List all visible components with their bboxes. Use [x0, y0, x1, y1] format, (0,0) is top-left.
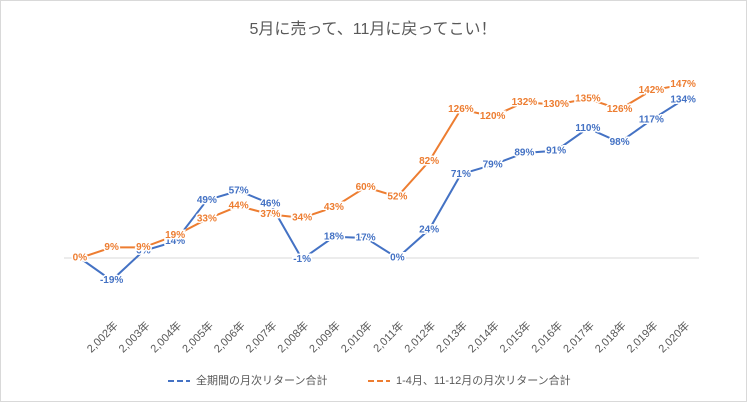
- data-label: 52%: [387, 191, 407, 202]
- data-label: 89%: [514, 148, 534, 159]
- data-label: 46%: [260, 198, 280, 209]
- data-label: 17%: [356, 233, 376, 244]
- data-label: 126%: [448, 104, 474, 115]
- data-label: 43%: [324, 202, 344, 213]
- data-label: 19%: [165, 230, 185, 241]
- data-label: 34%: [292, 213, 312, 224]
- data-label: 44%: [229, 201, 249, 212]
- data-label: 0%: [73, 253, 88, 264]
- data-label: 0%: [390, 253, 405, 264]
- data-label: 110%: [575, 123, 600, 134]
- data-label: 57%: [229, 185, 249, 196]
- data-label: 24%: [419, 224, 439, 235]
- data-label: 9%: [136, 242, 151, 253]
- data-label: 142%: [639, 85, 665, 96]
- data-label: 37%: [260, 209, 280, 220]
- series-line: [79, 83, 684, 259]
- data-label: 9%: [104, 242, 119, 253]
- legend-label: 全期間の月次リターン合計: [196, 373, 327, 387]
- data-label: -1%: [293, 254, 311, 265]
- data-label: -19%: [100, 275, 123, 286]
- data-label: 79%: [483, 159, 503, 170]
- data-label: 117%: [639, 115, 664, 126]
- data-label: 82%: [419, 156, 439, 167]
- data-label: 91%: [546, 145, 566, 156]
- series-line: [79, 99, 684, 282]
- data-label: 147%: [670, 79, 696, 90]
- data-label: 71%: [451, 169, 471, 180]
- data-label: 33%: [197, 214, 217, 225]
- data-label: 98%: [610, 137, 630, 148]
- legend-label: 1-4月、11-12月の月次リターン合計: [396, 373, 571, 387]
- data-label: 60%: [356, 182, 376, 193]
- data-label: 130%: [543, 99, 569, 110]
- data-label: 134%: [670, 95, 696, 106]
- chart-title: 5月に売って、11月に戻ってこい！: [249, 20, 496, 38]
- data-label: 14%: [165, 236, 185, 247]
- data-label: 135%: [575, 93, 601, 104]
- data-label: 49%: [197, 195, 217, 206]
- data-label: 126%: [607, 104, 633, 115]
- data-label: 132%: [512, 97, 538, 108]
- data-label: 18%: [324, 231, 344, 242]
- data-label: 120%: [480, 111, 506, 122]
- data-label: 6%: [136, 246, 151, 257]
